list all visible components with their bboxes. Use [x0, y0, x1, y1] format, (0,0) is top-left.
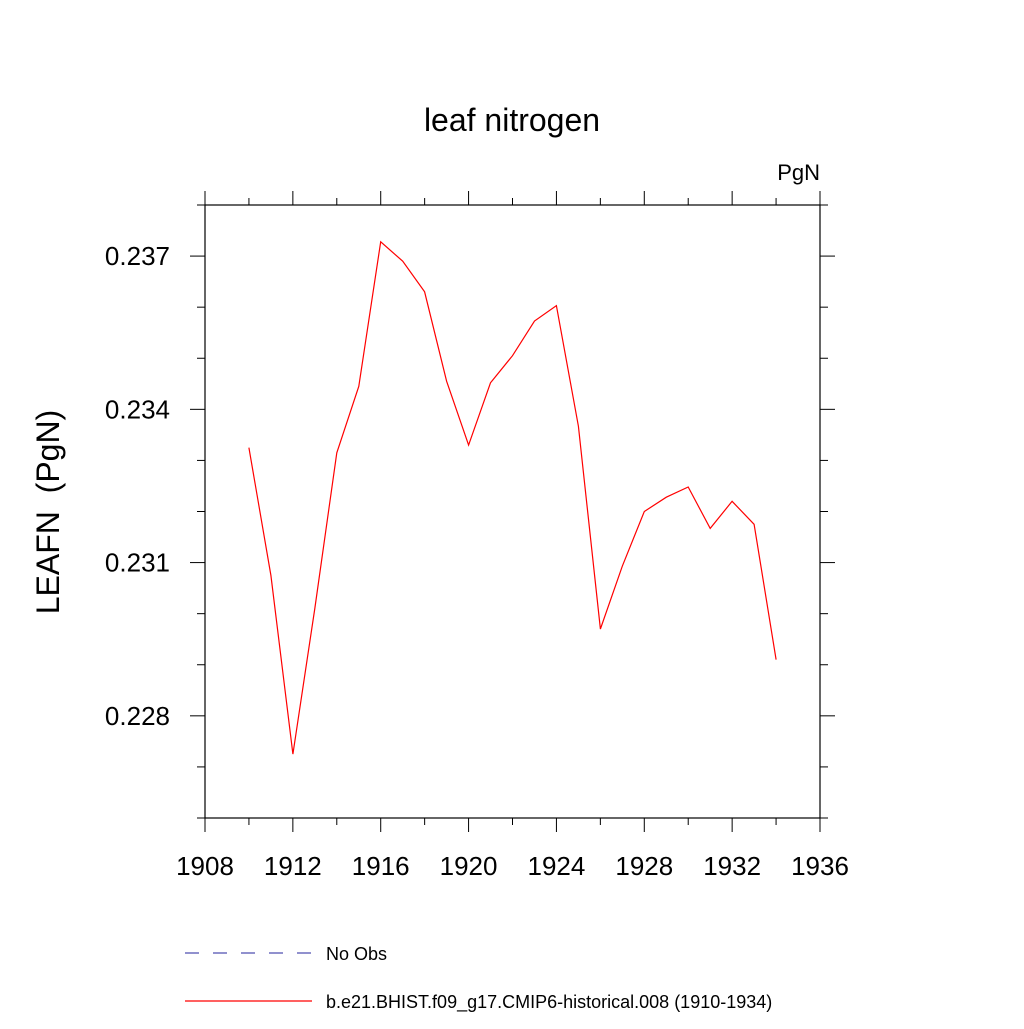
x-tick-label: 1936: [791, 851, 849, 881]
chart-title: leaf nitrogen: [424, 102, 600, 138]
x-tick-label: 1932: [703, 851, 761, 881]
legend-label-0: No Obs: [326, 944, 387, 964]
y-tick-label: 0.231: [105, 548, 170, 578]
y-tick-label: 0.237: [105, 241, 170, 271]
x-axis: 1908 1912 1916 1920 1924 1928 1932 1936: [176, 191, 849, 881]
y-axis: 0.228 0.231 0.234 0.237: [105, 204, 835, 819]
x-tick-label: 1924: [528, 851, 586, 881]
legend: No Obs b.e21.BHIST.f09_g17.CMIP6-historic…: [185, 944, 772, 1013]
x-tick-label: 1916: [352, 851, 410, 881]
y-axis-label: LEAFN (PgN): [30, 410, 66, 614]
x-tick-label: 1908: [176, 851, 234, 881]
series-line-1: [248, 240, 777, 755]
legend-label-1: b.e21.BHIST.f09_g17.CMIP6-historical.008…: [326, 992, 772, 1013]
x-tick-label: 1928: [615, 851, 673, 881]
series-layer: [248, 240, 777, 755]
units-label: PgN: [777, 160, 820, 185]
x-tick-label: 1920: [440, 851, 498, 881]
x-tick-label: 1912: [264, 851, 322, 881]
y-tick-label: 0.234: [105, 394, 170, 424]
y-tick-label: 0.228: [105, 701, 170, 731]
